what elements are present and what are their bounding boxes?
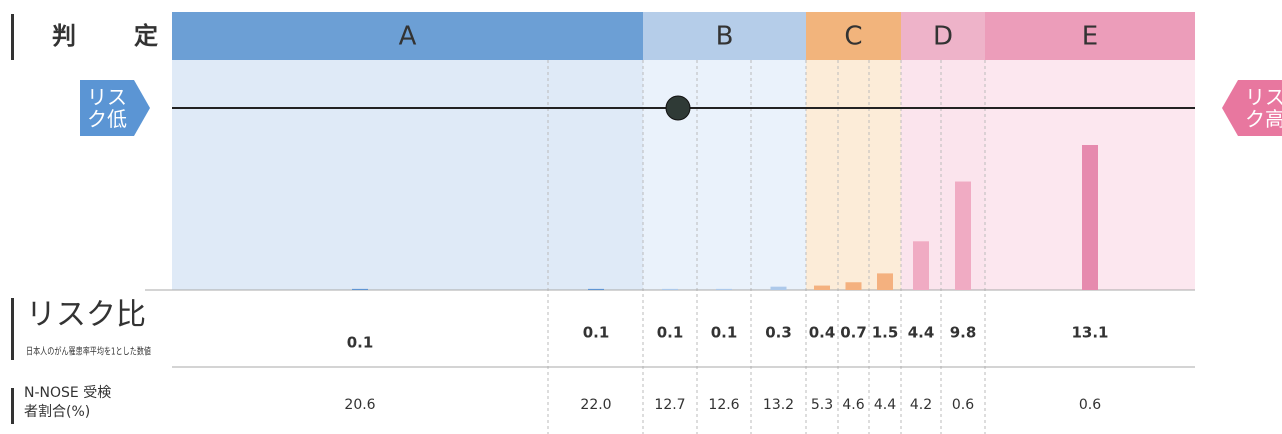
pct-label: 13.2 [763, 397, 794, 413]
pct-label: 0.6 [1079, 397, 1101, 413]
risk-label: 1.5 [872, 324, 899, 342]
bar [814, 285, 830, 290]
pct-label: 5.3 [811, 397, 833, 413]
high-label: リスク高 [1245, 85, 1282, 131]
pct-row-label: N-NOSE 受検者割合(%) [24, 385, 112, 420]
group-background [806, 60, 901, 290]
group-label: D [933, 22, 953, 52]
risk-row-note: 日本人のがん罹患率平均を1とした数値 [26, 346, 151, 358]
row-mark [11, 298, 14, 360]
bar [913, 241, 929, 290]
pct-label: 12.6 [708, 397, 739, 413]
risk-label: 0.1 [657, 324, 684, 342]
group-header [901, 12, 985, 60]
group-header [985, 12, 1195, 60]
bar [955, 181, 971, 290]
chart-title: 判定 [52, 22, 216, 50]
group-background [172, 60, 643, 290]
bar [845, 282, 862, 290]
pct-label: 0.6 [952, 397, 974, 413]
title-mark [11, 14, 14, 60]
risk-label: 0.3 [765, 324, 792, 342]
pct-label: 4.2 [910, 397, 932, 413]
group-header [806, 12, 901, 60]
pct-label: 22.0 [580, 397, 611, 413]
risk-label: 0.1 [583, 324, 610, 342]
result-marker [665, 95, 691, 121]
group-background [643, 60, 806, 290]
group-header [643, 12, 806, 60]
risk-label: 13.1 [1071, 324, 1108, 342]
bar [716, 288, 732, 290]
risk-label: 9.8 [950, 324, 977, 342]
bar [662, 288, 678, 290]
bar [770, 286, 787, 290]
group-label: E [1082, 22, 1098, 52]
pct-label: 4.4 [874, 397, 896, 413]
bar [1082, 145, 1098, 290]
bar [352, 288, 368, 290]
group-header [172, 12, 643, 60]
low-arrow [80, 80, 150, 136]
risk-label: 0.7 [840, 324, 867, 342]
high-label-box: リスク高 [1245, 85, 1282, 131]
low-label-box: リスク低 [87, 85, 127, 131]
pct-label: 20.6 [344, 397, 375, 413]
high-arrow [1222, 80, 1282, 136]
group-label: C [844, 22, 862, 52]
risk-label: 0.1 [347, 334, 374, 352]
group-label: B [716, 22, 734, 52]
low-label: リスク低 [87, 85, 127, 131]
bar [588, 288, 604, 290]
risk-label: 0.4 [809, 324, 836, 342]
group-label: A [399, 22, 417, 52]
risk-label: 4.4 [908, 324, 935, 342]
bar [877, 273, 893, 290]
pct-label: 4.6 [842, 397, 864, 413]
risk-row-label: リスク比 [26, 298, 146, 333]
row-mark [11, 388, 14, 424]
risk-label: 0.1 [711, 324, 738, 342]
pct-row-label-box: N-NOSE 受検者割合(%) [24, 385, 112, 420]
pct-label: 12.7 [654, 397, 685, 413]
